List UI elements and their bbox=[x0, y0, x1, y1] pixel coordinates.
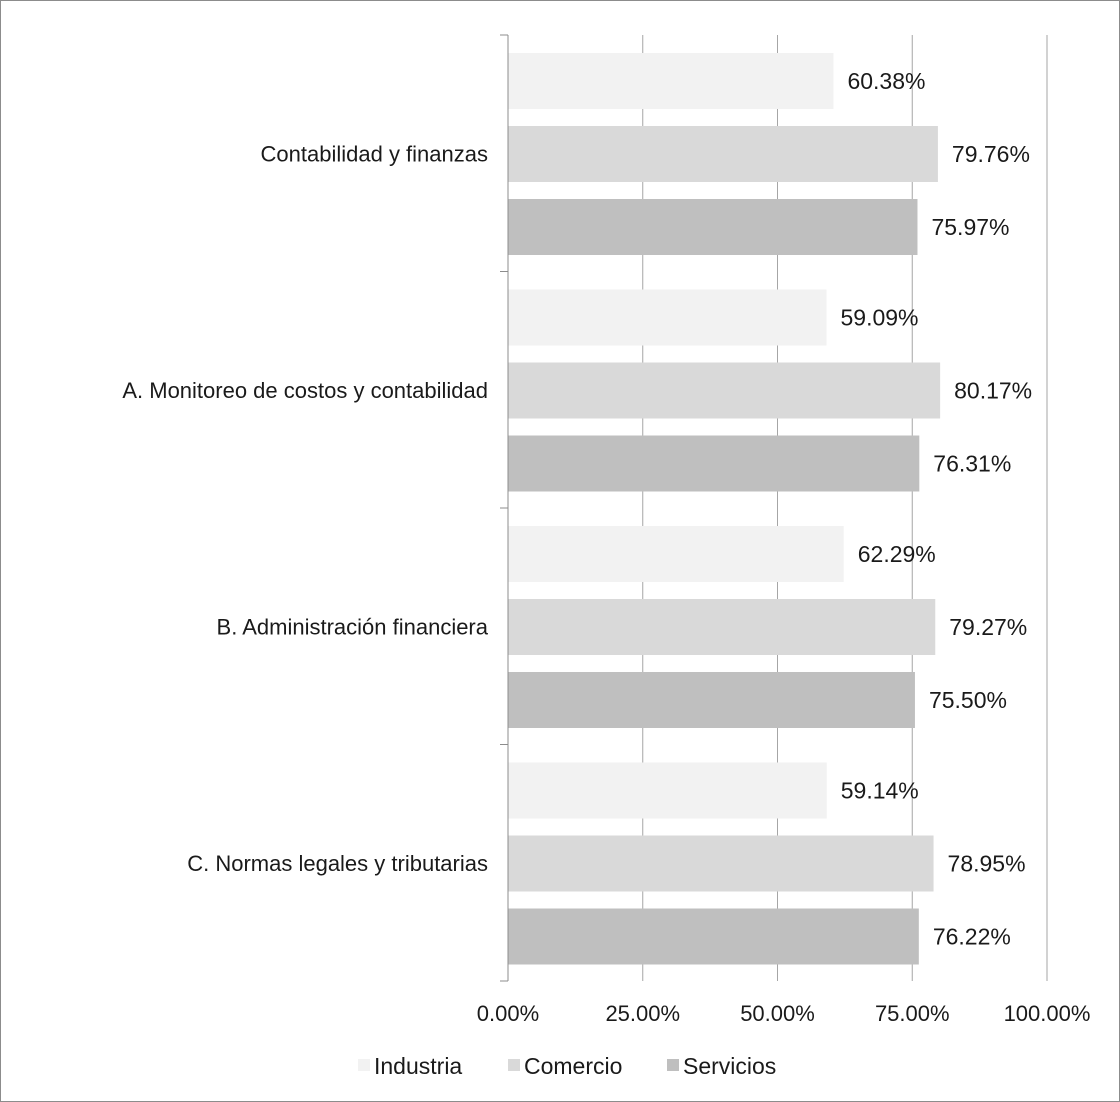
category-axis bbox=[500, 34, 509, 982]
category-labels: Contabilidad y finanzas A. Monitoreo de c… bbox=[122, 141, 488, 876]
legend-label-servicios: Servicios bbox=[683, 1053, 776, 1079]
bar-comercio-2 bbox=[508, 362, 941, 419]
x-axis-tick-labels: 0.00% 25.00% 50.00% 75.00% 100.00% bbox=[477, 1001, 1091, 1026]
data-label: 59.09% bbox=[840, 305, 918, 331]
x-tick-label: 100.00% bbox=[1004, 1001, 1091, 1026]
legend-swatch-industria bbox=[358, 1059, 370, 1071]
data-label: 79.76% bbox=[952, 141, 1030, 167]
x-tick-label: 50.00% bbox=[740, 1001, 815, 1026]
x-tick-label: 25.00% bbox=[605, 1001, 680, 1026]
bar-industria-2 bbox=[508, 289, 827, 346]
legend-label-comercio: Comercio bbox=[524, 1053, 622, 1079]
bars bbox=[508, 53, 941, 965]
legend-swatch-servicios bbox=[667, 1059, 679, 1071]
x-tick-label: 75.00% bbox=[875, 1001, 950, 1026]
category-label: B. Administración financiera bbox=[217, 614, 489, 639]
data-label: 60.38% bbox=[847, 68, 925, 94]
bar-industria-3 bbox=[508, 526, 844, 582]
bar-servicios-2 bbox=[508, 435, 920, 492]
bar-servicios-3 bbox=[508, 672, 915, 728]
data-label: 80.17% bbox=[954, 378, 1032, 404]
x-tick-label: 0.00% bbox=[477, 1001, 539, 1026]
bar-comercio-1 bbox=[508, 126, 938, 182]
category-label: Contabilidad y finanzas bbox=[261, 141, 488, 166]
data-label: 75.97% bbox=[931, 214, 1009, 240]
data-label: 79.27% bbox=[949, 614, 1027, 640]
bar-servicios-4 bbox=[508, 908, 919, 965]
data-label: 75.50% bbox=[929, 687, 1007, 713]
category-label: C. Normas legales y tributarias bbox=[187, 851, 488, 876]
bar-servicios-1 bbox=[508, 199, 918, 255]
bar-comercio-4 bbox=[508, 835, 934, 892]
data-labels: 60.38% 79.76% 75.97% 59.09% 80.17% 76.31% 62.2… bbox=[840, 68, 1032, 950]
bar-comercio-3 bbox=[508, 599, 936, 655]
legend-label-industria: Industria bbox=[374, 1053, 462, 1079]
bar-industria-1 bbox=[508, 53, 834, 109]
gridlines bbox=[642, 35, 1048, 981]
data-label: 59.14% bbox=[841, 778, 919, 804]
legend-swatch-comercio bbox=[508, 1059, 520, 1071]
data-label: 78.95% bbox=[948, 851, 1026, 877]
category-label: A. Monitoreo de costos y contabilidad bbox=[122, 378, 488, 403]
legend: Industria Comercio Servicios bbox=[358, 1053, 776, 1079]
bar-industria-4 bbox=[508, 762, 827, 819]
data-label: 76.22% bbox=[933, 924, 1011, 950]
data-label: 76.31% bbox=[933, 451, 1011, 477]
data-label: 62.29% bbox=[858, 541, 936, 567]
